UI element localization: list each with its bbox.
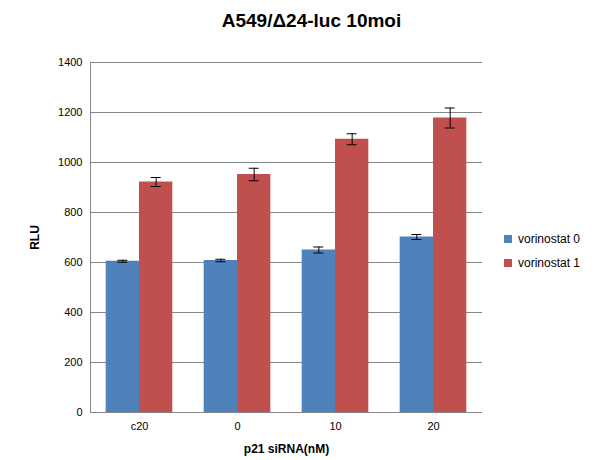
svg-text:1400: 1400 [58, 56, 82, 68]
svg-text:1000: 1000 [58, 156, 82, 168]
svg-text:0: 0 [76, 406, 82, 418]
svg-text:0: 0 [234, 420, 240, 432]
svg-text:400: 400 [64, 306, 82, 318]
svg-text:RLU: RLU [28, 225, 42, 250]
html-text:A549/Δ24-luc 10moi: A549/Δ24-luc 10moi [221, 10, 402, 31]
svg-text:20: 20 [427, 420, 439, 432]
svg-text:200: 200 [64, 356, 82, 368]
svg-text:800: 800 [64, 206, 82, 218]
svg-text:c20: c20 [131, 420, 149, 432]
svg-text:p21 siRNA(nM): p21 siRNA(nM) [244, 442, 329, 456]
svg-text:600: 600 [64, 256, 82, 268]
html-text:vorinostat 0: vorinostat 0 [518, 232, 580, 246]
svg-text:1200: 1200 [58, 106, 82, 118]
html-text:vorinostat 1: vorinostat 1 [518, 256, 580, 270]
svg-text:10: 10 [329, 420, 341, 432]
